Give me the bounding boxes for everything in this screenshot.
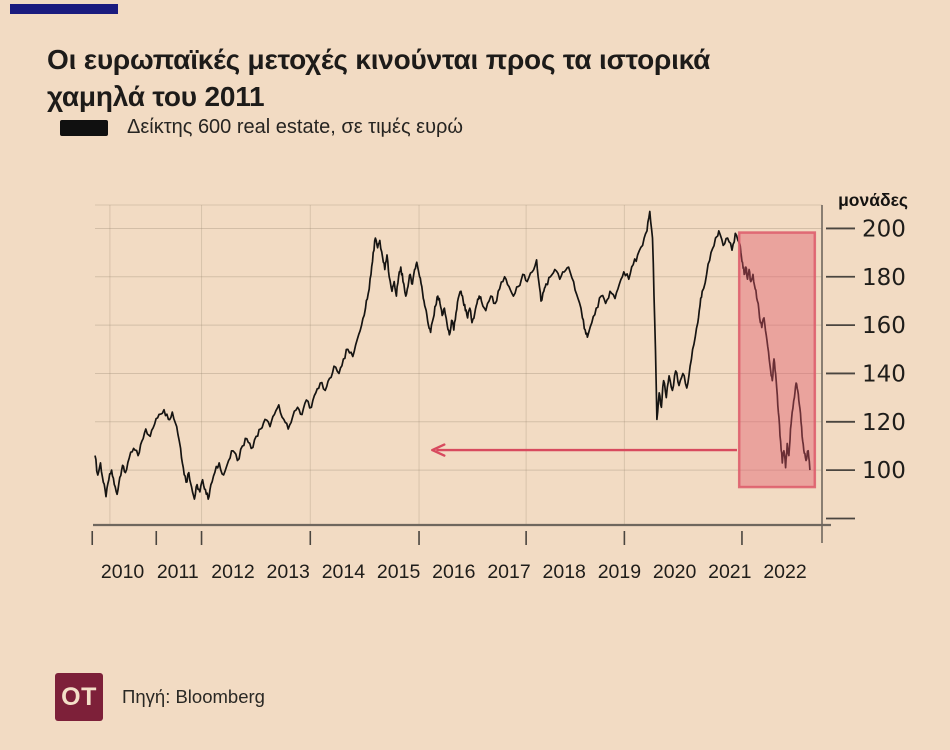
source-label: Πηγή: Bloomberg bbox=[122, 686, 265, 707]
x-tick-label: 2022 bbox=[763, 561, 806, 583]
page-title-line1: Οι ευρωπαϊκές μετοχές κινούνται προς τα … bbox=[47, 43, 711, 75]
x-tick-label: 2016 bbox=[432, 561, 475, 583]
price-chart: 200 180 160 140 120 100 2010 2011 2012 2013 2014 20… bbox=[91, 190, 908, 583]
y-axis-unit-label: μονάδες bbox=[838, 190, 908, 210]
highlight-box bbox=[737, 231, 817, 489]
y-tick-label: 100 bbox=[862, 458, 906, 484]
x-tick-label: 2011 bbox=[157, 561, 199, 583]
x-tick-label: 2020 bbox=[653, 561, 697, 583]
x-tick-label: 2014 bbox=[322, 561, 366, 583]
chart-axes bbox=[91, 205, 855, 545]
x-tick-label: 2015 bbox=[377, 561, 421, 583]
legend-swatch bbox=[60, 119, 108, 136]
accent-bar bbox=[10, 4, 118, 14]
legend-label: Δείκτης 600 real estate, σε τιμές ευρώ bbox=[127, 116, 464, 138]
chart-gridlines bbox=[95, 204, 822, 525]
x-tick-label: 2010 bbox=[101, 561, 145, 583]
y-tick-label: 120 bbox=[862, 410, 906, 436]
y-tick-label: 200 bbox=[862, 216, 906, 242]
page-title-line2: χαμηλά του 2011 bbox=[47, 80, 265, 112]
x-tick-label: 2017 bbox=[487, 561, 530, 583]
ot-logo: OT bbox=[55, 673, 103, 721]
footer: OT Πηγή: Bloomberg bbox=[55, 673, 265, 721]
page-title: Οι ευρωπαϊκές μετοχές κινούνται προς τα … bbox=[47, 41, 927, 115]
legend: Δείκτης 600 real estate, σε τιμές ευρώ bbox=[60, 116, 463, 139]
trend-arrow bbox=[431, 443, 737, 457]
y-tick-label: 160 bbox=[862, 313, 906, 339]
x-tick-label: 2013 bbox=[267, 561, 310, 583]
x-tick-label: 2012 bbox=[211, 561, 254, 583]
x-tick-label: 2021 bbox=[708, 561, 751, 583]
y-tick-label: 140 bbox=[862, 361, 906, 387]
chart-tick-labels: 200 180 160 140 120 100 2010 2011 2012 2013 2014 20… bbox=[101, 190, 908, 583]
chart-series-line bbox=[94, 210, 811, 500]
x-tick-label: 2018 bbox=[543, 561, 586, 583]
x-tick-label: 2019 bbox=[598, 561, 641, 583]
y-tick-label: 180 bbox=[862, 265, 906, 291]
